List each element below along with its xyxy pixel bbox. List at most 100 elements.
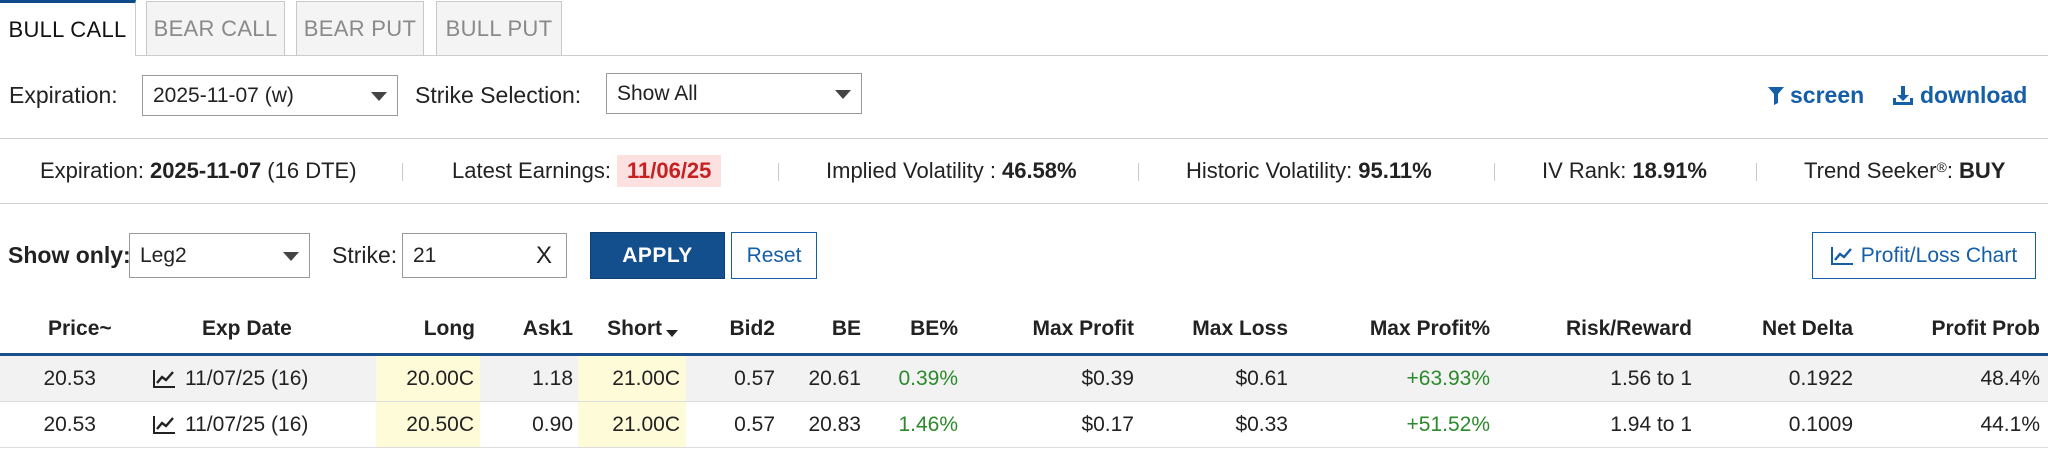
stat-implied-volatility: Implied Volatility : 46.58% <box>826 139 1077 203</box>
cell-max-profit: $0.17 <box>1081 412 1134 436</box>
summary-stats: Expiration: 2025-11-07 (16 DTE) Latest E… <box>0 139 2048 204</box>
strategy-tabs: BULL CALL BEAR CALL BEAR PUT BULL PUT <box>0 0 2048 56</box>
tab-divider <box>136 55 2048 56</box>
stat-earnings: Latest Earnings: 11/06/25 <box>452 139 722 203</box>
stat-trend-value: BUY <box>1958 158 2006 183</box>
reset-button[interactable]: Reset <box>731 232 817 279</box>
strike-input[interactable]: 21 X <box>402 233 567 278</box>
col-short[interactable]: Short <box>607 305 678 353</box>
col-be[interactable]: BE <box>831 317 861 340</box>
col-ask1[interactable]: Ask1 <box>522 317 573 340</box>
cell-price: 20.53 <box>43 412 96 436</box>
show-only-value: Leg2 <box>140 243 187 267</box>
stat-trend-colon: : <box>1946 158 1953 183</box>
cell-max-loss: $0.61 <box>1235 366 1288 390</box>
tab-bear-call[interactable]: BEAR CALL <box>146 1 285 55</box>
strike-input-value: 21 <box>413 243 437 267</box>
tab-bull-call[interactable]: BULL CALL <box>0 0 136 56</box>
col-long[interactable]: Long <box>423 317 475 340</box>
profit-loss-chart-label: Profit/Loss Chart <box>1860 243 2018 267</box>
cell-price: 20.53 <box>43 366 96 390</box>
col-price[interactable]: Price~ <box>48 317 112 340</box>
download-icon <box>1893 85 1913 105</box>
chevron-down-icon <box>283 251 299 261</box>
screen-link-label: screen <box>1790 82 1865 108</box>
stat-hv-label: Historic Volatility: <box>1186 158 1353 183</box>
cell-bid2: 0.57 <box>734 366 775 390</box>
sort-desc-icon <box>666 329 678 337</box>
col-bid2[interactable]: Bid2 <box>729 317 775 340</box>
cell-be: 20.61 <box>808 366 861 390</box>
stat-trend-seeker: Trend Seeker ®: BUY <box>1804 139 2005 203</box>
cell-long: 20.00C <box>376 356 480 401</box>
expiration-select[interactable]: 2025-11-07 (w) <box>142 75 398 116</box>
cell-exp-date: 11/07/25 (16) <box>153 356 308 401</box>
stat-expiration-dte: (16 DTE) <box>267 158 357 183</box>
stat-iv-rank: IV Rank: 18.91% <box>1542 139 1707 203</box>
stat-iv-value: 46.58% <box>1001 158 1077 183</box>
strike-selection-select[interactable]: Show All <box>606 73 862 114</box>
cell-ask1: 1.18 <box>532 366 573 390</box>
stat-trend-label: Trend Seeker <box>1804 158 1937 183</box>
col-short-label: Short <box>607 317 662 340</box>
cell-risk-reward: 1.56 to 1 <box>1610 366 1692 390</box>
cell-max-profit-pct: +63.93% <box>1406 366 1491 390</box>
cell-short: 21.00C <box>578 402 686 447</box>
table-row[interactable]: 20.53 11/07/25 (16) 20.00C 1.18 21.00C 0… <box>0 356 2048 402</box>
tab-bull-put[interactable]: BULL PUT <box>436 1 562 55</box>
show-only-select[interactable]: Leg2 <box>129 233 310 278</box>
line-chart-icon <box>1830 246 1853 265</box>
stat-historic-volatility: Historic Volatility: 95.11% <box>1186 139 1432 203</box>
tab-bear-put[interactable]: BEAR PUT <box>296 1 424 55</box>
stat-hv-value: 95.11% <box>1358 158 1432 183</box>
exp-date-text: 11/07/25 (16) <box>185 366 309 390</box>
cell-profit-prob: 48.4% <box>1980 366 2040 390</box>
cell-short: 21.00C <box>578 356 686 401</box>
cell-be-pct: 1.46% <box>898 412 958 436</box>
strike-selection-label: Strike Selection: <box>415 82 582 108</box>
cell-net-delta: 0.1009 <box>1788 412 1853 436</box>
stat-ivrank-label: IV Rank: <box>1542 158 1627 183</box>
col-profit-prob[interactable]: Profit Prob <box>1931 317 2041 340</box>
col-be-pct[interactable]: BE% <box>910 317 958 340</box>
col-net-delta[interactable]: Net Delta <box>1761 317 1853 340</box>
expiration-controls: Expiration: 2025-11-07 (w) Strike Select… <box>0 56 2048 139</box>
divider <box>1494 163 1495 181</box>
clear-strike-button[interactable]: X <box>535 241 552 269</box>
cell-be: 20.83 <box>808 412 861 436</box>
divider <box>1138 163 1139 181</box>
col-risk-reward[interactable]: Risk/Reward <box>1565 317 1692 340</box>
filter-bar: Show only: Leg2 Strike: 21 X APPLY Reset… <box>0 204 2048 304</box>
col-max-loss[interactable]: Max Loss <box>1192 317 1288 340</box>
chevron-down-icon <box>835 89 851 99</box>
table-row[interactable]: 20.53 11/07/25 (16) 20.50C 0.90 21.00C 0… <box>0 402 2048 448</box>
cell-max-profit-pct: +51.52% <box>1406 412 1491 436</box>
cell-ask1: 0.90 <box>532 412 573 436</box>
cell-net-delta: 0.1922 <box>1788 366 1853 390</box>
screen-link[interactable]: screen <box>1768 82 1864 109</box>
cell-max-loss: $0.33 <box>1235 412 1288 436</box>
cell-exp-date: 11/07/25 (16) <box>153 402 308 447</box>
stat-expiration-label: Expiration: <box>40 158 144 183</box>
table-header: Price~ Exp Date Long Ask1 Short Bid2 BE … <box>0 305 2048 356</box>
stat-ivrank-value: 18.91% <box>1632 158 1707 183</box>
download-link[interactable]: download <box>1892 82 2027 109</box>
cell-max-profit: $0.39 <box>1081 366 1134 390</box>
col-max-profit-pct[interactable]: Max Profit% <box>1369 317 1490 340</box>
cell-bid2: 0.57 <box>734 412 775 436</box>
col-exp-date[interactable]: Exp Date <box>202 317 292 340</box>
expiration-select-value: 2025-11-07 (w) <box>153 83 294 107</box>
line-chart-icon[interactable] <box>153 415 175 434</box>
line-chart-icon[interactable] <box>153 369 175 388</box>
strike-label: Strike: <box>332 242 398 268</box>
divider <box>1756 163 1757 181</box>
profit-loss-chart-button[interactable]: Profit/Loss Chart <box>1812 232 2036 279</box>
earnings-date-badge: 11/06/25 <box>616 155 722 187</box>
cell-profit-prob: 44.1% <box>1980 412 2040 436</box>
filter-icon <box>1768 86 1784 105</box>
exp-date-text: 11/07/25 (16) <box>185 412 309 436</box>
download-link-label: download <box>1920 82 2028 108</box>
col-max-profit[interactable]: Max Profit <box>1032 317 1134 340</box>
apply-button[interactable]: APPLY <box>590 232 725 279</box>
